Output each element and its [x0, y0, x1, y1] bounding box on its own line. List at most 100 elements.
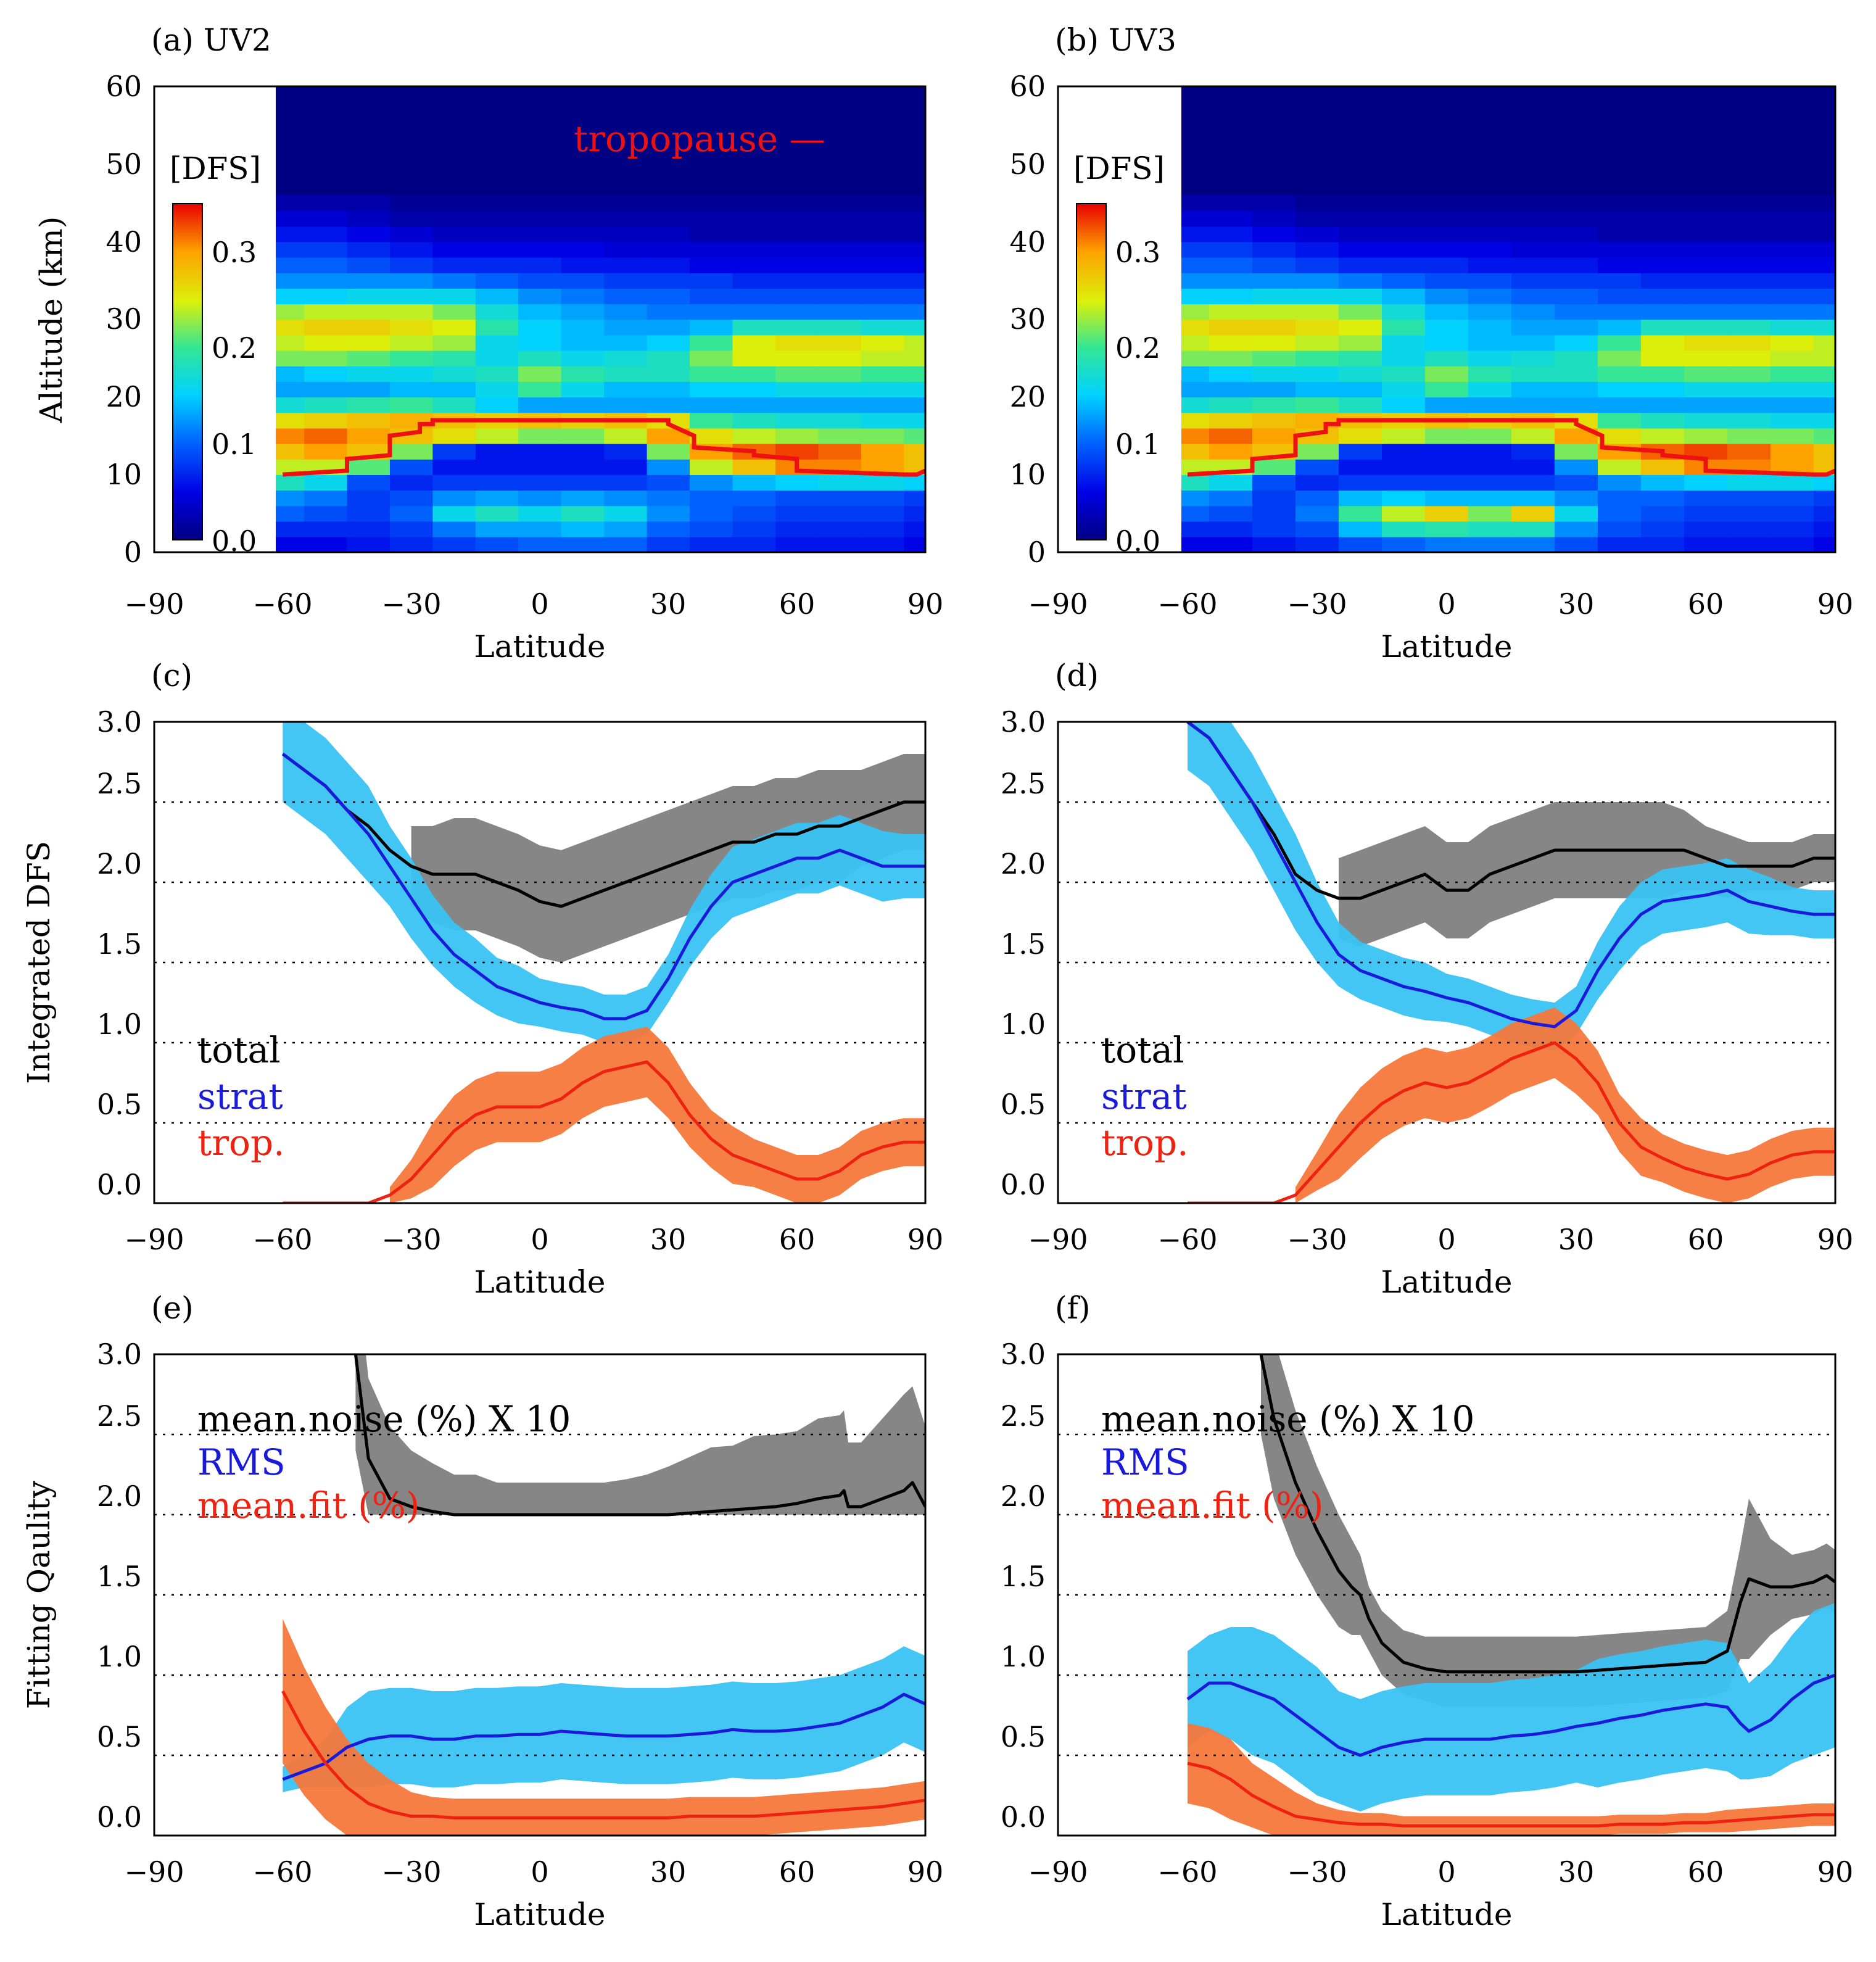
heatmap-b-cell	[1468, 241, 1512, 258]
heatmap-b-cell	[1252, 366, 1296, 382]
panel-f-label: (f)	[1055, 1290, 1091, 1326]
heatmap-b-cell	[1771, 381, 1814, 398]
heatmap-a-cell	[389, 334, 434, 351]
panel-f-x-label: Latitude	[1381, 1897, 1513, 1932]
heatmap-a-cell	[561, 257, 605, 273]
panel-c-label: (c)	[151, 658, 192, 693]
heatmap-a-cell	[604, 397, 648, 413]
heatmap-a-cell	[690, 350, 733, 366]
heatmap-a-cell	[818, 226, 862, 242]
heatmap-b-cell	[1555, 366, 1598, 382]
c-ytick-2.0: 2.0	[97, 847, 142, 880]
c-xtick-60: 60	[779, 1223, 816, 1256]
panel-d: (d) total strat trop. 0.0 0.5 1.0 1.5 2.…	[1001, 658, 1853, 1300]
panel-a-colorbar	[172, 203, 203, 540]
heatmap-b-cell	[1684, 521, 1728, 537]
heatmap-a-cell	[818, 490, 862, 507]
heatmap-a-cell	[732, 195, 776, 212]
heatmap-b-cell	[1814, 334, 1835, 351]
a-xtick-m30: −30	[381, 587, 441, 621]
c-xtick-m90: −90	[124, 1223, 184, 1256]
heatmap-a-cell	[389, 490, 434, 507]
heatmap-a-cell	[818, 381, 862, 398]
heatmap-b-cell	[1598, 195, 1642, 212]
heatmap-a-cell	[604, 474, 648, 491]
heatmap-b-cell	[1641, 241, 1685, 258]
heatmap-b-cell	[1295, 521, 1339, 537]
cbar-b-tick-2: 0.2	[1115, 331, 1160, 365]
heatmap-b-cell	[1209, 521, 1253, 537]
d-ytick-0.5: 0.5	[1001, 1088, 1046, 1121]
heatmap-b-cell	[1382, 334, 1426, 351]
heatmap-b-cell	[1771, 319, 1814, 336]
heatmap-a-cell	[861, 505, 905, 522]
heatmap-a-cell	[347, 397, 390, 413]
heatmap-b-cell	[1382, 366, 1426, 382]
heatmap-a-cell	[475, 397, 519, 413]
heatmap-b-cell	[1252, 490, 1296, 507]
heatmap-a-cell	[604, 505, 648, 522]
heatmap-b-cell	[1771, 304, 1814, 320]
heatmap-a-cell	[604, 334, 648, 351]
heatmap-a-cell	[818, 366, 862, 382]
heatmap-b-cell	[1425, 226, 1469, 242]
heatmap-a-cell	[389, 536, 434, 552]
heatmap-b-cell	[1641, 536, 1685, 552]
heatmap-b-cell	[1295, 536, 1339, 552]
e-xtick-0: 0	[531, 1855, 548, 1889]
heatmap-a-cell	[818, 257, 862, 273]
heatmap-b-cell	[1209, 273, 1253, 289]
heatmap-a-cell	[432, 210, 476, 227]
heatmap-a-cell	[518, 397, 562, 413]
heatmap-a-cell	[347, 381, 390, 398]
heatmap-b-cell	[1252, 210, 1296, 227]
e-xtick-90: 90	[907, 1855, 944, 1889]
heatmap-a-cell	[432, 521, 476, 537]
heatmap-b-cell	[1425, 241, 1469, 258]
band-d-total	[1339, 802, 1835, 946]
heatmap-b-cell	[1727, 288, 1771, 305]
f-ytick-1.5: 1.5	[1001, 1560, 1046, 1593]
heatmap-b-cell	[1468, 304, 1512, 320]
heatmap-a-cell	[304, 350, 348, 366]
panel-d-frame	[1057, 721, 1837, 1204]
heatmap-a-cell	[732, 210, 776, 227]
heatmap-b-cell	[1511, 459, 1555, 475]
heatmap-a-cell	[861, 334, 905, 351]
heatmap-b-cell	[1339, 304, 1382, 320]
series-line-f-meanfit	[1187, 1761, 1835, 1827]
b-ytick-30: 30	[1009, 302, 1046, 336]
heatmap-b-cell	[1598, 319, 1642, 336]
heatmap-a-cell	[861, 474, 905, 491]
heatmap-a-cell	[518, 288, 562, 305]
heatmap-a-cell	[347, 490, 390, 507]
heatmap-b-cell	[1339, 226, 1382, 242]
heatmap-b-cell	[1382, 241, 1426, 258]
heatmap-a-cell	[304, 474, 348, 491]
heatmap-a-cell	[818, 505, 862, 522]
heatmap-a-cell	[432, 273, 476, 289]
heatmap-a-cell	[732, 428, 776, 444]
a-xtick-90: 90	[907, 587, 944, 621]
heatmap-b-cell	[1771, 536, 1814, 552]
panel-b-y-ticks: 0 10 20 30 40 50 60	[1009, 70, 1046, 569]
heatmap-a-cell	[389, 273, 434, 289]
panel-c: (c) total strat trop. 0.0 0.5 1.0 1.5 2.…	[21, 658, 943, 1300]
panel-f-y-ticks: 0.0 0.5 1.0 1.5 2.0 2.5 3.0	[1001, 1338, 1046, 1834]
heatmap-b-cell	[1425, 350, 1469, 366]
heatmap-a-cell	[304, 210, 348, 227]
d-xtick-m90: −90	[1028, 1223, 1088, 1256]
d-xtick-0: 0	[1437, 1223, 1455, 1256]
heatmap-a-cell	[347, 241, 390, 258]
band-c-trop	[389, 1027, 925, 1203]
heatmap-b-cell	[1209, 210, 1253, 227]
heatmap-b-cell	[1814, 474, 1835, 491]
heatmap-a-cell	[732, 474, 776, 491]
heatmap-a-cell	[304, 366, 348, 382]
panel-b-colorbar	[1076, 203, 1107, 540]
heatmap-b-cell	[1814, 381, 1835, 398]
heatmap-a-cell	[732, 241, 776, 258]
heatmap-b-cell	[1727, 319, 1771, 336]
heatmap-b-cell	[1511, 366, 1555, 382]
